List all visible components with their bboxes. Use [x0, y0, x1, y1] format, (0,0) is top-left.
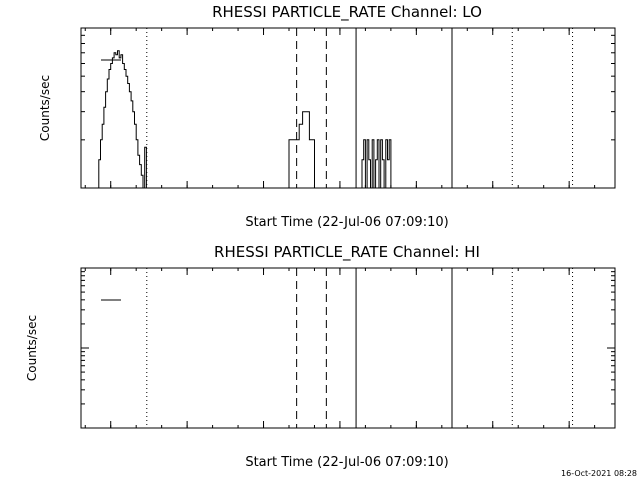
panel-hi: RHESSI PARTICLE_RATE Channel: HI Counts/…: [25, 243, 616, 470]
series-line: [360, 139, 393, 189]
series-line: [287, 111, 315, 189]
series-line: [97, 50, 148, 189]
footer-timestamp: 16-Oct-2021 08:28: [561, 469, 637, 478]
panel-lo-y-axis-label: Counts/sec: [38, 75, 52, 141]
plot-frame: [80, 27, 616, 189]
panel-hi-y-axis-label: Counts/sec: [25, 315, 39, 381]
panel-hi-title: RHESSI PARTICLE_RATE Channel: HI: [214, 243, 480, 262]
panel-lo: RHESSI PARTICLE_RATE Channel: LO Counts/…: [38, 3, 616, 230]
panel-lo-x-axis-label: Start Time (22-Jul-06 07:09:10): [245, 215, 448, 230]
panel-lo-title: RHESSI PARTICLE_RATE Channel: LO: [212, 3, 482, 22]
plot-frame: [80, 267, 616, 429]
panel-hi-x-axis-label: Start Time (22-Jul-06 07:09:10): [245, 455, 448, 470]
